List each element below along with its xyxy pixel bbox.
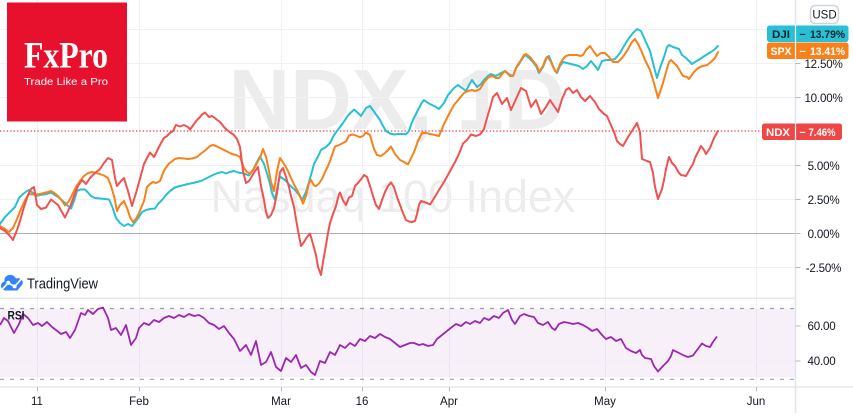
svg-text:0.00%: 0.00% [808, 228, 840, 241]
svg-text:RSI: RSI [8, 309, 25, 323]
svg-text:10.00%: 10.00% [804, 92, 842, 105]
svg-text:FxPro: FxPro [24, 36, 108, 77]
svg-text:May: May [594, 396, 616, 408]
svg-text:5.00%: 5.00% [808, 160, 840, 173]
svg-text:Nasdaq 100 Index: Nasdaq 100 Index [211, 171, 576, 222]
svg-text:16: 16 [356, 396, 369, 408]
svg-text:SPX: SPX [771, 46, 793, 58]
svg-text:TradingView: TradingView [27, 276, 98, 293]
svg-text:DJI: DJI [772, 29, 790, 41]
svg-text:–: – [800, 46, 806, 58]
svg-text:NDX, 1D: NDX, 1D [229, 53, 566, 148]
svg-text:Jun: Jun [747, 396, 766, 408]
svg-text:13.41%: 13.41% [810, 46, 845, 58]
svg-text:NDX: NDX [766, 127, 791, 139]
svg-text:-2.50%: -2.50% [806, 262, 842, 275]
svg-text:2.50%: 2.50% [808, 194, 840, 207]
svg-text:Apr: Apr [440, 396, 458, 408]
svg-text:–: – [800, 29, 806, 41]
svg-text:60.00: 60.00 [807, 320, 835, 333]
svg-text:13.79%: 13.79% [810, 29, 845, 41]
svg-text:Feb: Feb [129, 396, 149, 408]
svg-text:7.46%: 7.46% [809, 127, 836, 139]
svg-text:11: 11 [31, 396, 43, 408]
svg-text:Trade Like a Pro: Trade Like a Pro [24, 77, 108, 88]
svg-text:USD: USD [812, 10, 836, 22]
svg-text:40.00: 40.00 [807, 355, 835, 368]
svg-text:–: – [800, 127, 806, 139]
svg-text:12.50%: 12.50% [804, 58, 842, 71]
svg-text:Mar: Mar [271, 396, 291, 408]
